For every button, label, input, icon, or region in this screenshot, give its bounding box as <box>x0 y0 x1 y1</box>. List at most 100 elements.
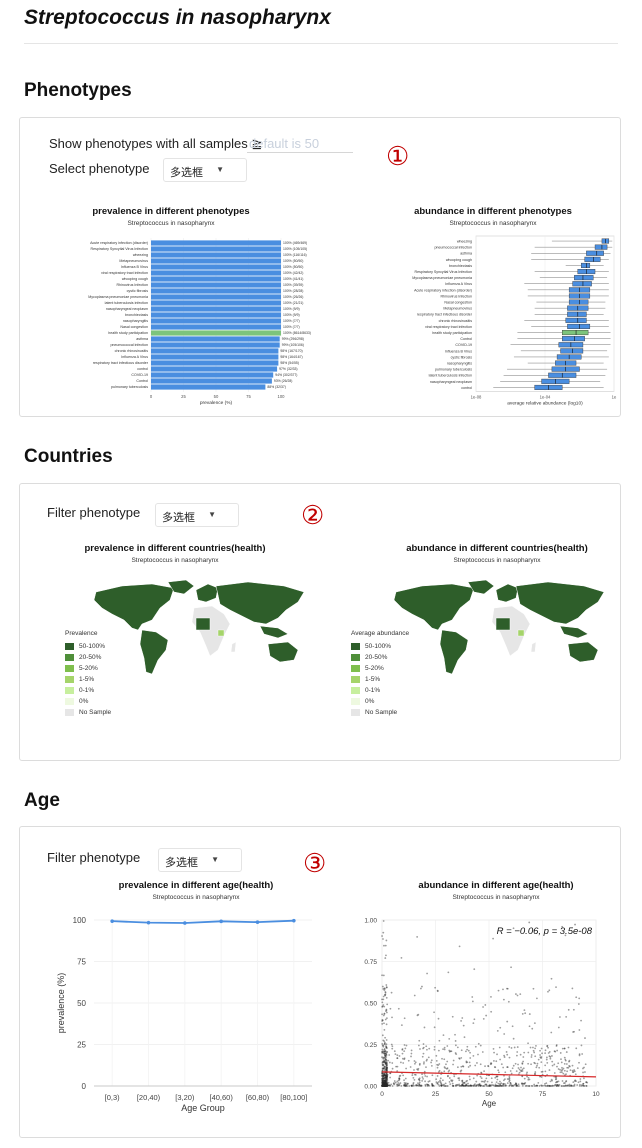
x-tick-label: 25 <box>181 394 186 399</box>
scatter-point <box>530 1056 533 1058</box>
scatter-point <box>464 1084 467 1087</box>
bar-value-label: 100% (7/7) <box>283 325 300 329</box>
legend-swatch <box>65 676 74 683</box>
scatter-point <box>432 1084 434 1087</box>
category-label: viral respiratory tract infection <box>425 325 472 329</box>
scatter-point <box>460 1065 463 1068</box>
scatter-point <box>421 1079 424 1082</box>
scatter-point <box>454 1044 457 1047</box>
bar-value-label: 100% (41/41) <box>283 277 303 281</box>
scatter-point <box>555 1085 558 1087</box>
scatter-point <box>553 1050 556 1053</box>
scatter-point <box>585 1084 588 1087</box>
scatter-point <box>582 1082 585 1085</box>
scatter-point <box>512 1064 515 1067</box>
scatter-point <box>561 1066 563 1069</box>
scatter-point <box>406 1085 409 1087</box>
scatter-point <box>542 1084 544 1087</box>
box <box>565 317 587 323</box>
scatter-point <box>404 1047 407 1050</box>
scatter-point <box>527 1078 530 1081</box>
section-title-phenotypes: Phenotypes <box>24 80 132 101</box>
countries-phenotype-select[interactable]: 多选框 ▼ <box>155 503 239 527</box>
scatter-point <box>385 1064 388 1067</box>
scatter-point <box>546 1084 549 1087</box>
age-phenotype-select[interactable]: 多选框 ▼ <box>158 848 242 872</box>
scatter-point <box>403 1084 405 1086</box>
scatter-point <box>422 1047 424 1050</box>
scatter-point <box>470 1084 473 1087</box>
scatter-point <box>384 1080 387 1083</box>
scatter-point <box>525 1084 528 1087</box>
scatter-point <box>385 1009 388 1012</box>
scatter-point <box>385 1068 388 1070</box>
scatter-point <box>561 1071 563 1074</box>
scatter-point <box>449 1083 452 1086</box>
scatter-point <box>384 1065 387 1068</box>
y-tick-label: 0.50 <box>364 1001 377 1008</box>
scatter-point <box>492 1047 495 1050</box>
scatter-point <box>384 1085 387 1087</box>
bar <box>151 378 272 384</box>
scatter-point <box>385 1067 387 1070</box>
scatter-point <box>386 1073 389 1076</box>
scatter-point <box>561 1080 564 1082</box>
scatter-point <box>382 1078 385 1081</box>
scatter-point <box>502 1082 505 1085</box>
scatter-point <box>386 1084 388 1087</box>
bar-value-label: 88% (32/37) <box>267 385 285 389</box>
south-america-shape <box>439 629 469 675</box>
scatter-point <box>562 1067 565 1070</box>
scatter-point <box>509 1081 512 1084</box>
scatter-point <box>574 1079 577 1082</box>
scatter-point <box>381 1074 384 1077</box>
scatter-point <box>410 1084 413 1087</box>
scatter-point <box>502 1083 505 1085</box>
scatter-point <box>528 1085 531 1087</box>
scatter-point <box>382 1084 385 1086</box>
scatter-point <box>440 1082 442 1084</box>
scatter-point <box>557 1084 560 1087</box>
scatter-point <box>431 1083 434 1086</box>
scatter-point <box>437 1017 440 1020</box>
scatter-point <box>383 1082 385 1084</box>
scatter-point <box>510 1072 513 1075</box>
scatter-point <box>391 1016 393 1019</box>
australia-shape <box>567 641 599 663</box>
scatter-point <box>413 1060 416 1062</box>
scatter-point <box>385 1023 388 1026</box>
scatter-point <box>451 1015 454 1018</box>
scatter-point <box>381 1084 383 1087</box>
scatter-point <box>502 1085 505 1087</box>
scatter-point <box>391 1062 394 1064</box>
scatter-point <box>515 1083 518 1085</box>
x-tick-label: 1e-04 <box>540 395 551 400</box>
scatter-point <box>399 1061 402 1064</box>
scatter-point <box>523 1009 526 1012</box>
scatter-point <box>383 1082 386 1085</box>
scatter-point <box>544 1083 546 1085</box>
legend-label: 20-50% <box>365 654 388 661</box>
scatter-point <box>382 1074 385 1077</box>
phenotype-select[interactable]: 多选框 ▼ <box>163 158 247 182</box>
y-tick-label: 75 <box>77 958 86 967</box>
category-label: pulmonary tuberculosis <box>111 385 148 389</box>
y-tick-label: 0.00 <box>364 1084 377 1091</box>
scatter-point <box>381 1034 384 1037</box>
scatter-point <box>384 1084 386 1087</box>
scatter-point <box>385 986 388 989</box>
scatter-point <box>413 1069 415 1071</box>
threshold-input[interactable]: default is 50 <box>247 136 353 153</box>
scatter-point <box>382 1083 385 1086</box>
scatter-point <box>579 1080 582 1083</box>
scatter-point <box>381 1080 384 1083</box>
scatter-point <box>457 1077 460 1080</box>
scatter-point <box>381 1079 384 1082</box>
scatter-point <box>385 1069 388 1071</box>
scatter-point <box>384 1076 387 1079</box>
scatter-point <box>383 1076 386 1079</box>
scatter-point <box>417 1044 420 1047</box>
scatter-point <box>384 1062 387 1065</box>
scatter-point <box>550 977 553 980</box>
scatter-point <box>476 1083 479 1086</box>
